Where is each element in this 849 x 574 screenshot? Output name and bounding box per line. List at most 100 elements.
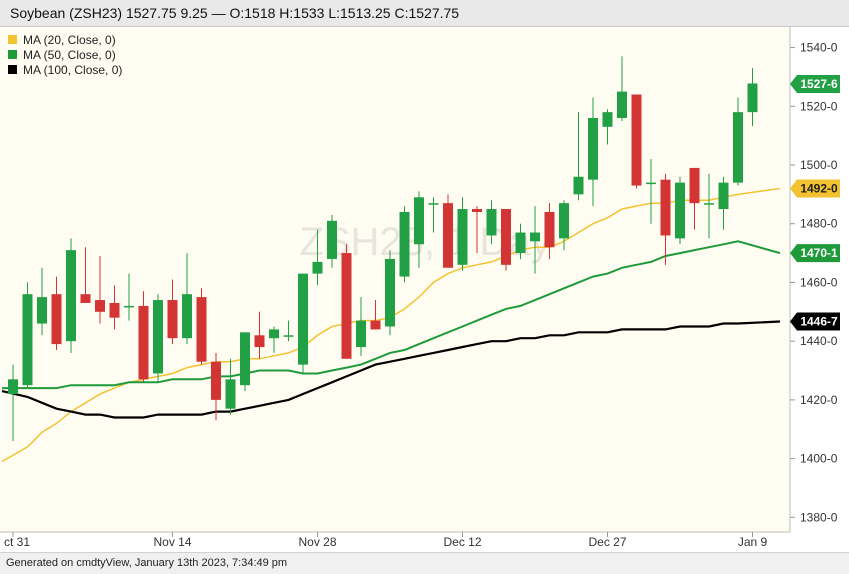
ma20-value-label-bg — [790, 179, 840, 198]
candle-body — [22, 294, 33, 386]
candle-body — [225, 379, 236, 409]
candle-body — [559, 203, 569, 239]
ma-line-ma20 — [1, 187, 781, 463]
y-tick-label: 1540-0 — [800, 41, 838, 55]
chart-header: Soybean (ZSH23) 1527.75 9.25 — O:1518 H:… — [0, 0, 849, 27]
ma-line-ma50 — [2, 240, 781, 390]
candle-body — [747, 83, 758, 113]
x-tick-label: Nov 28 — [298, 535, 336, 549]
candle-body — [370, 320, 381, 330]
ma20-value-label-text: 1492-0 — [800, 181, 838, 195]
candle-body — [675, 182, 685, 239]
candle-body — [399, 211, 410, 277]
x-axis-ticks: ct 31 Nov 14 Nov 28 Dec 12 Dec 27 Jan 9 — [4, 532, 768, 549]
candle-body — [530, 232, 540, 242]
candle-body — [109, 302, 120, 318]
legend-item-ma100[interactable]: MA (100, Close, 0) — [8, 62, 122, 77]
ma50-value-label-text: 1470-1 — [800, 246, 838, 260]
candle-body — [298, 273, 308, 365]
ma50-value-label-bg — [790, 244, 840, 263]
candle-body — [138, 305, 149, 380]
y-tick-label: 1460-0 — [800, 275, 838, 289]
candle-body — [51, 294, 62, 345]
candle-body — [182, 294, 192, 339]
candle-body — [385, 258, 395, 327]
watermark: ZSH23, 1 Day — [299, 220, 550, 264]
candle-body — [660, 179, 671, 236]
candle-body — [602, 112, 613, 127]
last-price-label-text: 1527-6 — [800, 77, 838, 91]
candle-body — [153, 300, 163, 374]
footer-text: Generated on cmdtyView, January 13th 202… — [6, 557, 288, 569]
ma20-value-label: 1492-0 — [790, 179, 840, 198]
candle-body — [443, 203, 453, 268]
y-axis-ticks: 1380-0 1400-0 1420-0 1440-0 1460-0 1480-0 1500… — [790, 41, 838, 524]
candle-body — [573, 176, 584, 195]
y-tick-label: 1400-0 — [800, 452, 838, 466]
candle-body — [501, 209, 511, 265]
ma-line-ma100 — [1, 320, 781, 419]
candle-body — [283, 335, 294, 337]
ma50-value-label: 1470-1 — [790, 244, 840, 263]
x-tick-label: Jan 9 — [738, 535, 768, 549]
legend-swatch-ma20 — [8, 35, 17, 44]
candle-body — [617, 91, 627, 119]
candle-body — [544, 211, 555, 248]
legend: MA (20, Close, 0) MA (50, Close, 0) MA (… — [8, 32, 122, 77]
candle-body — [341, 253, 352, 359]
candle-body — [312, 261, 323, 274]
footer: Generated on cmdtyView, January 13th 202… — [0, 552, 849, 574]
candle-body — [689, 167, 700, 204]
ma100-value-label-bg — [790, 312, 840, 331]
moving-average-lines — [1, 187, 781, 463]
x-tick-label: Dec 12 — [443, 535, 481, 549]
candle-body — [428, 203, 439, 205]
y-tick-label: 1440-0 — [800, 334, 838, 348]
x-tick-label: Nov 14 — [153, 535, 191, 549]
y-tick-label: 1480-0 — [800, 217, 838, 231]
legend-label-ma20: MA (20, Close, 0) — [23, 32, 116, 47]
legend-label-ma100: MA (100, Close, 0) — [23, 62, 123, 77]
candle-body — [472, 209, 482, 212]
candle-body — [167, 300, 178, 339]
candle-body — [269, 329, 279, 339]
legend-label-ma50: MA (50, Close, 0) — [23, 47, 116, 62]
candle-body — [414, 197, 424, 245]
x-tick-label: ct 31 — [4, 535, 30, 549]
candle-body — [515, 232, 526, 254]
candle-body — [356, 320, 366, 348]
candle-body — [37, 297, 47, 324]
legend-swatch-ma100 — [8, 65, 17, 74]
last-price-label-bg — [790, 74, 840, 93]
y-tick-label: 1500-0 — [800, 158, 838, 172]
legend-item-ma50[interactable]: MA (50, Close, 0) — [8, 47, 122, 62]
candle-body — [486, 209, 497, 236]
candle-body — [254, 335, 265, 348]
candle-body — [704, 203, 714, 205]
last-price-label: 1527-6 — [790, 74, 840, 93]
ma100-value-label: 1446-7 — [790, 312, 840, 331]
candle-body — [66, 250, 76, 342]
candle-body — [646, 182, 656, 185]
ma100-value-label-text: 1446-7 — [800, 314, 838, 328]
price-labels: 1527-6 1492-0 1470-1 1446-7 — [790, 74, 840, 331]
candle-body — [124, 305, 134, 308]
candle-body — [718, 182, 729, 210]
candle-body — [457, 209, 468, 265]
candle-body — [631, 94, 642, 186]
candle-body — [211, 361, 221, 400]
y-tick-label: 1380-0 — [800, 510, 838, 524]
x-tick-label: Dec 27 — [588, 535, 626, 549]
y-tick-label: 1520-0 — [800, 99, 838, 113]
candle-body — [80, 294, 91, 303]
candle-body — [733, 112, 743, 183]
legend-swatch-ma50 — [8, 50, 17, 59]
chart-title: Soybean (ZSH23) 1527.75 9.25 — O:1518 H:… — [10, 5, 460, 21]
candle-body — [196, 297, 207, 362]
candle-body — [588, 118, 598, 180]
candle-body — [240, 332, 250, 386]
candle-body — [8, 379, 18, 395]
candle-body — [327, 220, 337, 259]
legend-item-ma20[interactable]: MA (20, Close, 0) — [8, 32, 122, 47]
